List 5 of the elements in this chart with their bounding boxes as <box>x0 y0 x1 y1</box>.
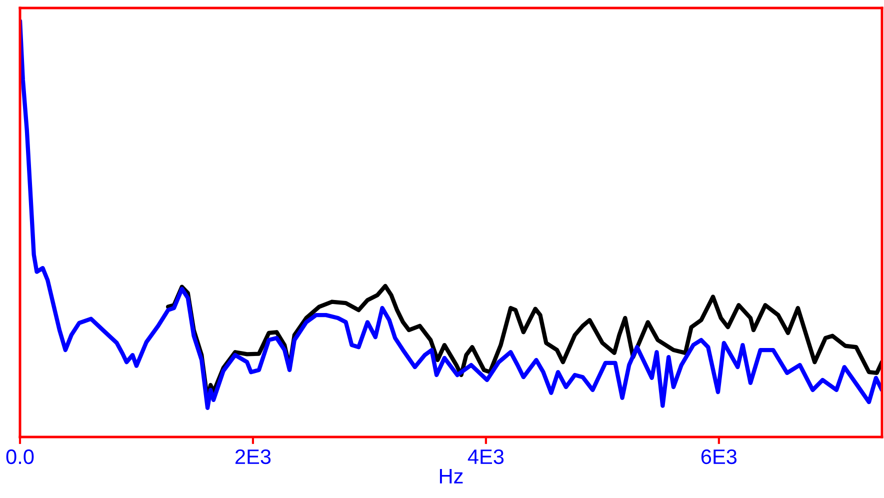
x-tick-label: 4E3 <box>468 449 504 464</box>
x-tick-label: 6E3 <box>701 449 737 464</box>
x-tick-label: 2E3 <box>235 449 271 464</box>
x-axis-title: Hz <box>440 468 463 484</box>
x-tick-label: 0.0 <box>6 449 34 464</box>
